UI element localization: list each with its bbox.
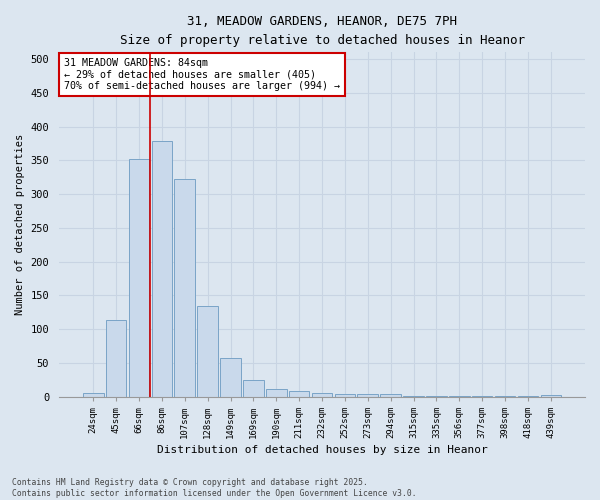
Bar [403, 396, 424, 397]
Text: Contains HM Land Registry data © Crown copyright and database right 2025.
Contai: Contains HM Land Registry data © Crown c… [12, 478, 416, 498]
Bar [472, 396, 493, 397]
X-axis label: Distribution of detached houses by size in Heanor: Distribution of detached houses by size … [157, 445, 487, 455]
Bar [152, 142, 172, 397]
Bar [335, 394, 355, 397]
Bar [128, 159, 149, 397]
Bar [243, 380, 263, 397]
Bar [380, 394, 401, 397]
Bar [266, 390, 287, 397]
Bar [449, 396, 470, 397]
Title: 31, MEADOW GARDENS, HEANOR, DE75 7PH
Size of property relative to detached house: 31, MEADOW GARDENS, HEANOR, DE75 7PH Siz… [119, 15, 524, 47]
Bar [426, 396, 447, 397]
Bar [83, 394, 104, 397]
Text: 31 MEADOW GARDENS: 84sqm
← 29% of detached houses are smaller (405)
70% of semi-: 31 MEADOW GARDENS: 84sqm ← 29% of detach… [64, 58, 340, 90]
Bar [358, 394, 378, 397]
Bar [495, 396, 515, 397]
Bar [541, 396, 561, 397]
Bar [220, 358, 241, 397]
Bar [518, 396, 538, 397]
Bar [312, 394, 332, 397]
Bar [175, 178, 195, 397]
Bar [106, 320, 127, 397]
Y-axis label: Number of detached properties: Number of detached properties [15, 134, 25, 315]
Bar [289, 390, 310, 397]
Bar [197, 306, 218, 397]
